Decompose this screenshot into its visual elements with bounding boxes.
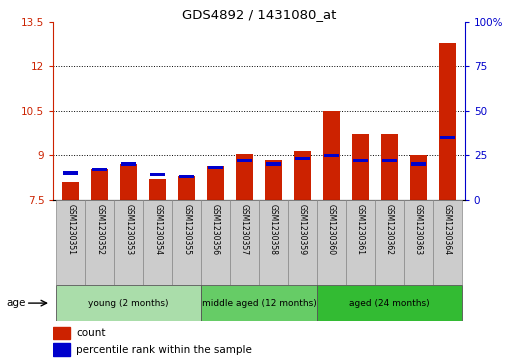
Text: young (2 months): young (2 months)	[88, 299, 169, 307]
Bar	[323, 111, 340, 200]
Bar	[230, 200, 259, 285]
Bar	[294, 151, 311, 200]
Text: GSM1230355: GSM1230355	[182, 204, 191, 255]
Bar	[56, 285, 201, 321]
Bar	[62, 182, 79, 200]
Text: percentile rank within the sample: percentile rank within the sample	[76, 344, 252, 355]
Bar	[207, 166, 225, 200]
Text: GSM1230351: GSM1230351	[66, 204, 75, 255]
Bar	[295, 157, 310, 160]
Bar	[440, 136, 455, 139]
Bar	[53, 327, 70, 339]
Text: GSM1230354: GSM1230354	[153, 204, 162, 255]
Bar	[259, 200, 288, 285]
Bar	[149, 179, 166, 200]
Bar	[56, 200, 85, 285]
Bar	[85, 200, 114, 285]
Text: GSM1230361: GSM1230361	[356, 204, 365, 255]
Bar	[410, 155, 427, 200]
Bar	[324, 154, 339, 157]
Bar	[179, 175, 194, 178]
Bar	[178, 176, 196, 200]
Bar	[404, 200, 433, 285]
Bar	[201, 200, 230, 285]
Bar	[172, 200, 201, 285]
Bar	[121, 163, 136, 166]
Bar	[346, 200, 375, 285]
Text: GSM1230356: GSM1230356	[211, 204, 220, 255]
Bar	[143, 200, 172, 285]
Bar	[236, 154, 253, 200]
Bar	[53, 343, 70, 356]
Text: middle aged (12 months): middle aged (12 months)	[202, 299, 316, 307]
Text: GSM1230363: GSM1230363	[414, 204, 423, 255]
Bar	[237, 159, 252, 162]
Text: GSM1230360: GSM1230360	[327, 204, 336, 255]
Bar	[317, 200, 346, 285]
Text: count: count	[76, 328, 106, 338]
Text: GSM1230362: GSM1230362	[385, 204, 394, 255]
Bar	[114, 200, 143, 285]
Bar	[91, 168, 108, 200]
Bar	[266, 163, 281, 166]
Text: GSM1230359: GSM1230359	[298, 204, 307, 255]
Text: GSM1230357: GSM1230357	[240, 204, 249, 255]
Text: GSM1230358: GSM1230358	[269, 204, 278, 255]
Bar	[208, 166, 223, 169]
Text: GSM1230353: GSM1230353	[124, 204, 133, 255]
Bar	[375, 200, 404, 285]
Text: GSM1230364: GSM1230364	[443, 204, 452, 255]
Bar	[353, 159, 368, 162]
Title: GDS4892 / 1431080_at: GDS4892 / 1431080_at	[182, 8, 336, 21]
Bar	[64, 171, 78, 175]
Text: aged (24 months): aged (24 months)	[349, 299, 430, 307]
Bar	[411, 163, 426, 166]
Bar	[439, 42, 456, 200]
Bar	[265, 160, 282, 200]
Bar	[382, 159, 397, 162]
Bar	[381, 134, 398, 200]
Text: GSM1230352: GSM1230352	[95, 204, 104, 255]
Bar	[433, 200, 462, 285]
Bar	[317, 285, 462, 321]
Bar	[288, 200, 317, 285]
Bar	[352, 134, 369, 200]
Bar	[201, 285, 317, 321]
Bar	[120, 164, 137, 200]
Bar	[92, 168, 107, 171]
Bar	[150, 173, 165, 176]
Text: age: age	[6, 298, 25, 308]
